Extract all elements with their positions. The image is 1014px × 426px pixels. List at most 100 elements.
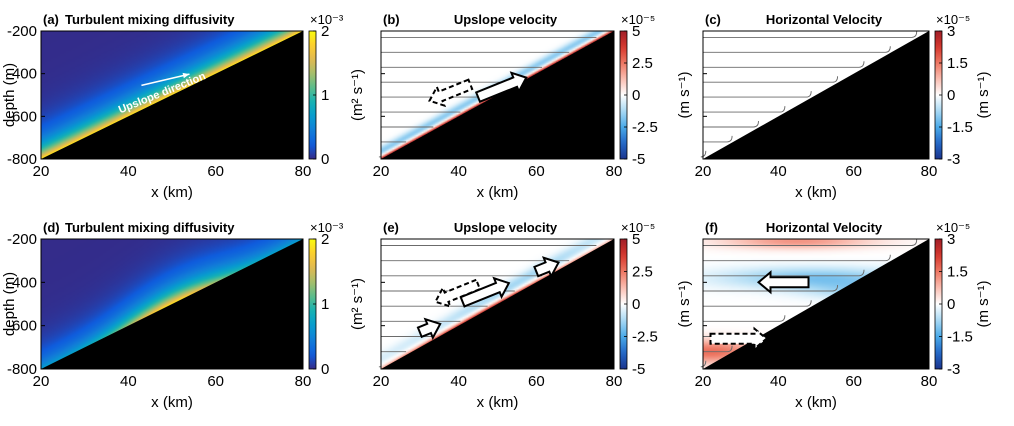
- colorbar-tick-label: 2.5: [632, 55, 653, 72]
- colorbar-tick-label: 0: [321, 151, 329, 168]
- profile-line: [703, 239, 918, 246]
- x-axis-label: x (km): [151, 184, 193, 201]
- colorbar-label: (m s⁻¹): [975, 71, 992, 118]
- panel-label: (d): [43, 220, 60, 235]
- x-tick-label: 80: [606, 163, 623, 180]
- panel-title: Upslope velocity: [454, 220, 558, 235]
- y-tick-label: -600: [7, 108, 37, 125]
- colorbar: 5 2.5 0 -2.5 -5 ×10⁻⁵: [619, 220, 658, 378]
- flow-arrow-solid: [459, 276, 511, 308]
- y-axis-label: (m s⁻¹): [676, 280, 693, 327]
- x-tick-label: 20: [695, 373, 712, 390]
- x-tick-label: 80: [921, 373, 938, 390]
- colorbar: 5 2.5 0 -2.5 -5 ×10⁻⁵: [619, 12, 658, 168]
- x-tick-label: 20: [33, 373, 50, 390]
- colorbar-tick-label: 0: [321, 361, 329, 378]
- colorbar-label: (m s⁻¹): [975, 280, 992, 327]
- x-tick-label: 80: [606, 373, 623, 390]
- flow-arrow-solid: [416, 317, 442, 341]
- colorbar-exponent: ×10⁻⁵: [621, 220, 655, 235]
- x-tick-label: 60: [528, 163, 545, 180]
- profile-line: [703, 31, 918, 38]
- colorbar-tick-label: 2.5: [632, 264, 653, 281]
- colorbar-tick-label: -3: [947, 151, 960, 168]
- colorbar-label: (m² s⁻¹): [349, 69, 366, 121]
- x-tick-label: 80: [295, 373, 312, 390]
- seafloor-slope: [41, 31, 303, 159]
- y-tick-label: -600: [7, 318, 37, 335]
- colorbar: 2 1 0 ×10⁻³ (m² s⁻¹): [308, 220, 366, 378]
- y-axis-label: depth (m): [1, 272, 18, 336]
- profile-line: [703, 345, 733, 353]
- profile-line: [703, 61, 865, 68]
- x-axis-label: x (km): [477, 184, 519, 201]
- x-tick-label: 40: [770, 373, 787, 390]
- y-axis-label: (m s⁻¹): [676, 71, 693, 118]
- panel-label: (a): [43, 12, 59, 27]
- colorbar-tick-label: -5: [632, 361, 645, 378]
- x-tick-label: 60: [845, 163, 862, 180]
- panel-label: (f): [705, 220, 718, 235]
- colorbar-tick-label: -3: [947, 361, 960, 378]
- flow-arrow-solid: [756, 270, 810, 295]
- panel-f: 20 40 60 80 x (km) (m s⁻¹) (f) Horizontal Veloc…: [676, 220, 992, 411]
- profile-line: [703, 269, 865, 277]
- x-axis-label: x (km): [477, 394, 519, 411]
- profile-lines: [378, 245, 597, 368]
- profile-line: [703, 46, 891, 53]
- axes-frame: [380, 238, 615, 370]
- x-tick-label: 20: [33, 163, 50, 180]
- profile-line: [703, 91, 812, 98]
- profile-line: [703, 284, 839, 292]
- colorbar-exponent: ×10⁻³: [310, 12, 344, 27]
- x-tick-label: 60: [207, 163, 224, 180]
- profile-line: [703, 76, 839, 83]
- colorbar-tick-label: 1.5: [947, 55, 968, 72]
- colorbar-tick-label: -2.5: [632, 119, 658, 136]
- colorbar-exponent: ×10⁻³: [310, 220, 344, 235]
- profile-lines: [700, 31, 918, 158]
- x-tick-label: 20: [373, 163, 390, 180]
- flow-arrow-dashed: [709, 326, 769, 351]
- colorbar-label: (m² s⁻¹): [349, 278, 366, 330]
- flow-arrow-dashed: [434, 278, 482, 309]
- colorbar-tick-label: 3: [947, 231, 955, 248]
- profile-line: [703, 135, 733, 143]
- profile-line: [703, 254, 891, 262]
- upslope-arrow: [141, 73, 190, 87]
- x-tick-label: 20: [373, 373, 390, 390]
- x-tick-label: 60: [528, 373, 545, 390]
- x-axis-label: x (km): [795, 394, 837, 411]
- x-tick-label: 40: [120, 163, 137, 180]
- profile-line: [700, 360, 707, 368]
- y-tick-label: -400: [7, 274, 37, 291]
- colorbar-tick-label: 0: [632, 87, 640, 104]
- x-tick-label: 40: [450, 373, 467, 390]
- colorbar-tick-label: 0: [947, 296, 955, 313]
- colorbar: 3 1.5 0 -1.5 -3 ×10⁻⁵ (m s⁻¹): [934, 12, 992, 168]
- colorbar-tick-label: 5: [632, 231, 640, 248]
- colorbar-tick-label: 2: [321, 231, 329, 248]
- axes-frame: [380, 30, 615, 160]
- colorbar-exponent: ×10⁻⁵: [936, 12, 970, 27]
- colorbar-tick-label: 0: [632, 296, 640, 313]
- flow-arrow-dashed: [428, 78, 474, 108]
- panel-title: Turbulent mixing diffusivity: [65, 220, 235, 235]
- y-tick-label: -200: [7, 231, 37, 248]
- panel-title: Horizontal Velocity: [766, 12, 883, 27]
- x-tick-label: 40: [450, 163, 467, 180]
- panel-label: (e): [383, 220, 399, 235]
- axes-frame: [702, 30, 930, 160]
- axes-frame: [40, 238, 304, 370]
- upslope-arrow-head: [182, 72, 190, 79]
- panel-label: (c): [705, 12, 721, 27]
- profile-line: [703, 120, 759, 128]
- colorbar: 2 1 0 ×10⁻³ (m² s⁻¹): [308, 12, 366, 168]
- x-axis-label: x (km): [795, 184, 837, 201]
- y-tick-label: -800: [7, 151, 37, 168]
- y-tick-label: -200: [7, 23, 37, 40]
- x-tick-label: 40: [120, 373, 137, 390]
- seafloor-slope: [41, 239, 303, 369]
- x-tick-label: 80: [921, 163, 938, 180]
